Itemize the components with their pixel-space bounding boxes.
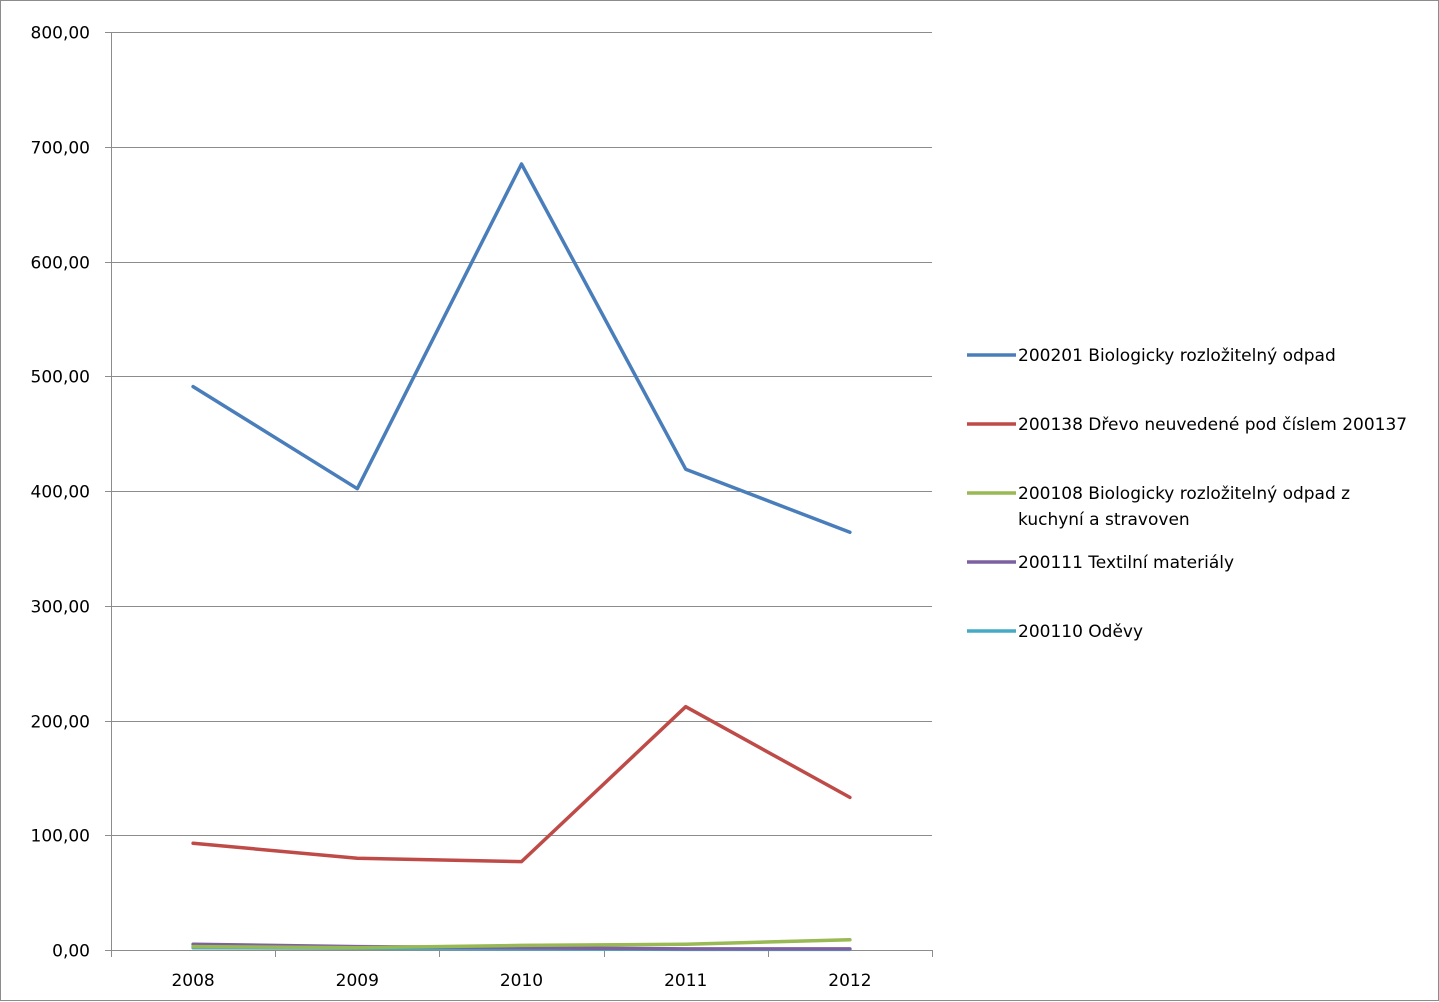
- x-tick-label: 2009: [336, 971, 379, 991]
- legend-entry: 200111 Textilní materiály: [967, 553, 1234, 573]
- x-tick-label: 2008: [171, 971, 214, 991]
- y-tick-label: 700,00: [31, 139, 90, 159]
- legend-entry: 200201 Biologicky rozložitelný odpad: [967, 346, 1336, 366]
- y-tick-label: 300,00: [31, 598, 90, 618]
- legend-label: kuchyní a stravoven: [1018, 510, 1190, 530]
- legend-entry: 200110 Oděvy: [967, 622, 1143, 642]
- series-line: [191, 937, 852, 950]
- legend-label: 200110 Oděvy: [1018, 622, 1143, 642]
- y-tick-label: 100,00: [31, 827, 90, 847]
- x-tick-label: 2010: [500, 971, 543, 991]
- series-line: [191, 162, 852, 535]
- x-axis-tick-labels: 2008 2009 2010 2011 2012: [171, 971, 871, 991]
- legend-label: 200111 Textilní materiály: [1018, 553, 1234, 573]
- y-tick-label: 400,00: [31, 483, 90, 503]
- series-line: [191, 704, 852, 864]
- legend-label: 200138 Dřevo neuvedené pod číslem 200137: [1018, 415, 1407, 435]
- x-tick-label: 2012: [828, 971, 871, 991]
- y-tick-label: 200,00: [31, 713, 90, 733]
- x-tick-label: 2011: [664, 971, 707, 991]
- gridlines: [111, 32, 932, 836]
- y-tick-label: 800,00: [31, 24, 90, 44]
- series-lines: [191, 162, 852, 952]
- y-axis-tick-labels: 0,00 100,00 200,00 300,00 400,00 500,00 600,00…: [31, 24, 90, 962]
- legend-entry: 200138 Dřevo neuvedené pod číslem 200137: [967, 415, 1407, 435]
- legend-entry: 200108 Biologicky rozložitelný odpad z ku…: [967, 484, 1350, 530]
- legend-label: 200108 Biologicky rozložitelný odpad z: [1018, 484, 1350, 504]
- y-tick-label: 500,00: [31, 368, 90, 388]
- legend: 200201 Biologicky rozložitelný odpad 2001…: [967, 346, 1407, 642]
- legend-label: 200201 Biologicky rozložitelný odpad: [1018, 346, 1336, 366]
- y-tick-label: 600,00: [31, 254, 90, 274]
- y-tick-label: 0,00: [52, 942, 90, 962]
